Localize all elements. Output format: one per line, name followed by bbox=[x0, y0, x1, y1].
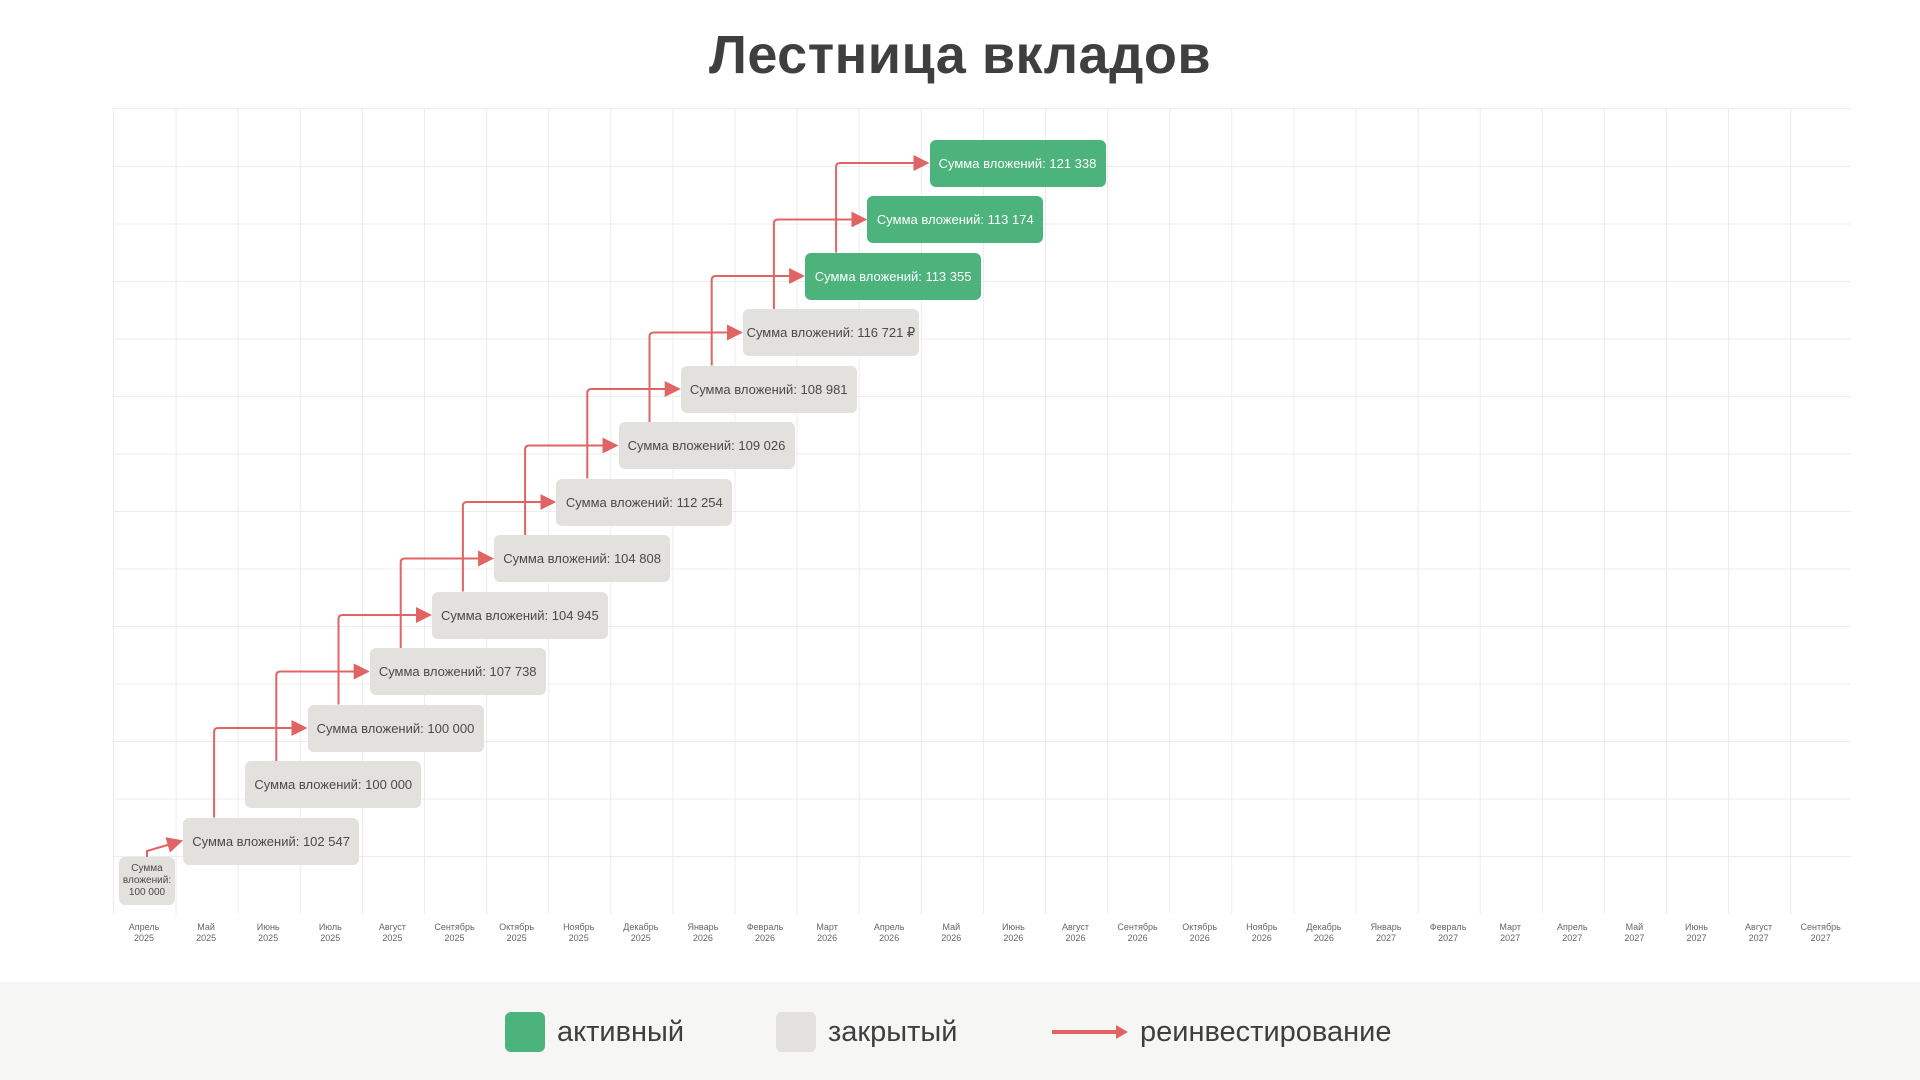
month-label: Февраль 2026 bbox=[746, 922, 784, 943]
reinvest-arrow bbox=[586, 381, 681, 479]
month-label: Август 2027 bbox=[1745, 922, 1773, 943]
month-label: Март 2027 bbox=[1499, 922, 1521, 943]
month-label: Октябрь 2025 bbox=[499, 922, 535, 943]
month-label: Май 2025 bbox=[196, 922, 217, 943]
deposit-box-closed: Сумма вложений: 100 000 bbox=[307, 704, 484, 752]
deposit-box-closed: Сумма вложений: 116 721 ₽ bbox=[742, 309, 919, 356]
reinvest-arrow bbox=[337, 607, 432, 705]
legend-reinvest-label: реинвестирование bbox=[1140, 1015, 1392, 1048]
deposit-ladder-chart: Сумма вложений: 100 000 Сумма вложений: 1… bbox=[113, 108, 1851, 914]
deposit-box-active: Сумма вложений: 113 355 bbox=[805, 252, 982, 300]
deposit-box-active: Сумма вложений: 113 174 bbox=[867, 196, 1044, 243]
legend-item-reinvest: реинвестирование bbox=[1050, 1012, 1391, 1052]
month-label: Май 2027 bbox=[1624, 922, 1645, 943]
month-label: Октябрь 2026 bbox=[1182, 922, 1218, 943]
month-label: Январь 2026 bbox=[687, 922, 719, 943]
reinvest-arrow bbox=[710, 268, 806, 366]
deposit-box-closed: Сумма вложений: 104 808 bbox=[494, 535, 671, 582]
reinvest-arrow bbox=[146, 837, 184, 857]
month-label: Май 2026 bbox=[941, 922, 962, 943]
month-label: Сентябрь 2026 bbox=[1117, 922, 1158, 943]
legend-closed-label: закрытый bbox=[828, 1015, 958, 1048]
month-label: Апрель 2025 bbox=[128, 922, 160, 943]
deposit-box-closed: Сумма вложений: 102 547 bbox=[183, 817, 360, 865]
month-label: Август 2025 bbox=[378, 922, 406, 943]
month-label: Июнь 2026 bbox=[1001, 922, 1025, 943]
month-label: Декабрь 2026 bbox=[1306, 922, 1342, 943]
active-swatch-icon bbox=[505, 1012, 545, 1052]
deposit-box-closed: Сумма вложений: 100 000 bbox=[119, 857, 175, 905]
reinvest-arrow bbox=[399, 550, 495, 648]
month-label: Февраль 2027 bbox=[1429, 922, 1467, 943]
month-label: Март 2026 bbox=[816, 922, 838, 943]
month-label: Декабрь 2025 bbox=[623, 922, 659, 943]
deposit-box-closed: Сумма вложений: 100 000 bbox=[245, 761, 422, 808]
deposit-box-active: Сумма вложений: 121 338 bbox=[929, 139, 1106, 187]
page-title: Лестница вкладов bbox=[708, 25, 1212, 85]
reinvest-arrow bbox=[835, 155, 930, 253]
month-label: Июнь 2025 bbox=[256, 922, 280, 943]
month-label: Сентябрь 2027 bbox=[1800, 922, 1841, 943]
legend-item-closed: закрытый bbox=[776, 1012, 957, 1052]
legend: активный закрытый реинвестирование bbox=[0, 982, 1920, 1080]
month-label: Июнь 2027 bbox=[1685, 922, 1708, 943]
month-label: Август 2026 bbox=[1061, 922, 1090, 943]
month-label: Ноябрь 2026 bbox=[1246, 922, 1278, 943]
deposit-box-closed: Сумма вложений: 107 738 bbox=[369, 648, 546, 695]
legend-active-label: активный bbox=[557, 1015, 685, 1048]
reinvest-arrow bbox=[213, 720, 308, 818]
reinvest-arrow-icon bbox=[1052, 1025, 1128, 1039]
reinvest-arrow bbox=[275, 663, 370, 761]
month-label: Ноябрь 2025 bbox=[563, 922, 595, 943]
legend-item-active: активный bbox=[505, 1012, 684, 1052]
deposit-box-closed: Сумма вложений: 108 981 bbox=[680, 365, 857, 413]
month-label: Апрель 2027 bbox=[1557, 922, 1588, 943]
month-label: Январь 2027 bbox=[1370, 922, 1402, 943]
reinvest-arrow bbox=[461, 494, 557, 592]
month-label: Сентябрь 2025 bbox=[434, 922, 475, 943]
deposit-box-closed: Сумма вложений: 109 026 bbox=[618, 422, 795, 469]
chart-canvas bbox=[114, 109, 1851, 914]
deposit-box-closed: Сумма вложений: 112 254 bbox=[556, 478, 733, 526]
month-label: Апрель 2026 bbox=[873, 922, 905, 943]
closed-swatch-icon bbox=[776, 1012, 816, 1052]
month-label: Июль 2025 bbox=[318, 922, 342, 943]
deposit-box-closed: Сумма вложений: 104 945 bbox=[431, 591, 608, 639]
reinvest-arrow bbox=[524, 437, 619, 535]
reinvest-arrow bbox=[648, 324, 743, 422]
reinvest-arrow bbox=[772, 211, 868, 309]
